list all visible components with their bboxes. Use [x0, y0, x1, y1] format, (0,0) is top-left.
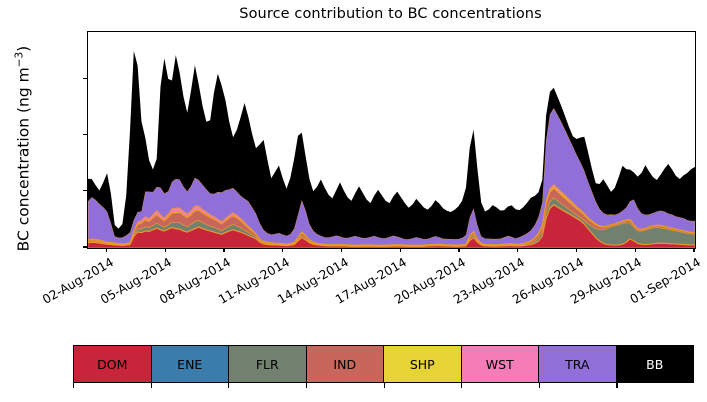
x-tick-mark [164, 248, 166, 252]
legend-tick-mark [228, 383, 230, 388]
legend-tick-mark [305, 383, 308, 388]
legend-item-bb[interactable]: BB [616, 346, 693, 382]
x-tick-mark [399, 248, 401, 252]
legend-item-tra[interactable]: TRA [539, 346, 617, 382]
legend-item-ene[interactable]: ENE [151, 346, 229, 382]
x-tick-mark [282, 248, 284, 252]
x-tick-mark [634, 248, 636, 252]
x-tick-mark [223, 248, 225, 252]
legend-item-shp[interactable]: SHP [384, 346, 462, 382]
legend-tick-mark [538, 383, 540, 388]
y-tick-mark [83, 246, 87, 248]
legend-item-flr[interactable]: FLR [229, 346, 307, 382]
x-tick-mark [693, 248, 695, 252]
stacked-area-plot [88, 32, 695, 248]
area-series-group [88, 51, 695, 248]
legend-item-dom[interactable]: DOM [74, 346, 152, 382]
x-tick-mark [458, 248, 460, 252]
legend[interactable]: DOM ENE FLR IND SHP WST TRA BB [73, 345, 694, 383]
x-tick-mark [105, 248, 108, 252]
area-series-bb [88, 51, 695, 240]
y-tick-mark [83, 133, 87, 136]
legend-tick-mark [73, 383, 75, 388]
x-tick-mark [575, 248, 578, 252]
legend-item-ind[interactable]: IND [306, 346, 384, 382]
plot-frame [87, 31, 696, 249]
legend-tick-mark [150, 383, 152, 388]
x-tick-mark [340, 248, 343, 252]
legend-tick-mark [383, 383, 385, 388]
page-title: Source contribution to BC concentrations [239, 6, 542, 22]
y-tick-mark [83, 77, 87, 79]
legend-tick-mark [461, 383, 463, 388]
legend-item-wst[interactable]: WST [461, 346, 539, 382]
y-tick-mark [83, 190, 87, 192]
legend-tick-mark [616, 383, 618, 388]
x-tick-mark [517, 248, 519, 252]
y-axis-label: BC concentration (ng m−3) [13, 45, 33, 252]
